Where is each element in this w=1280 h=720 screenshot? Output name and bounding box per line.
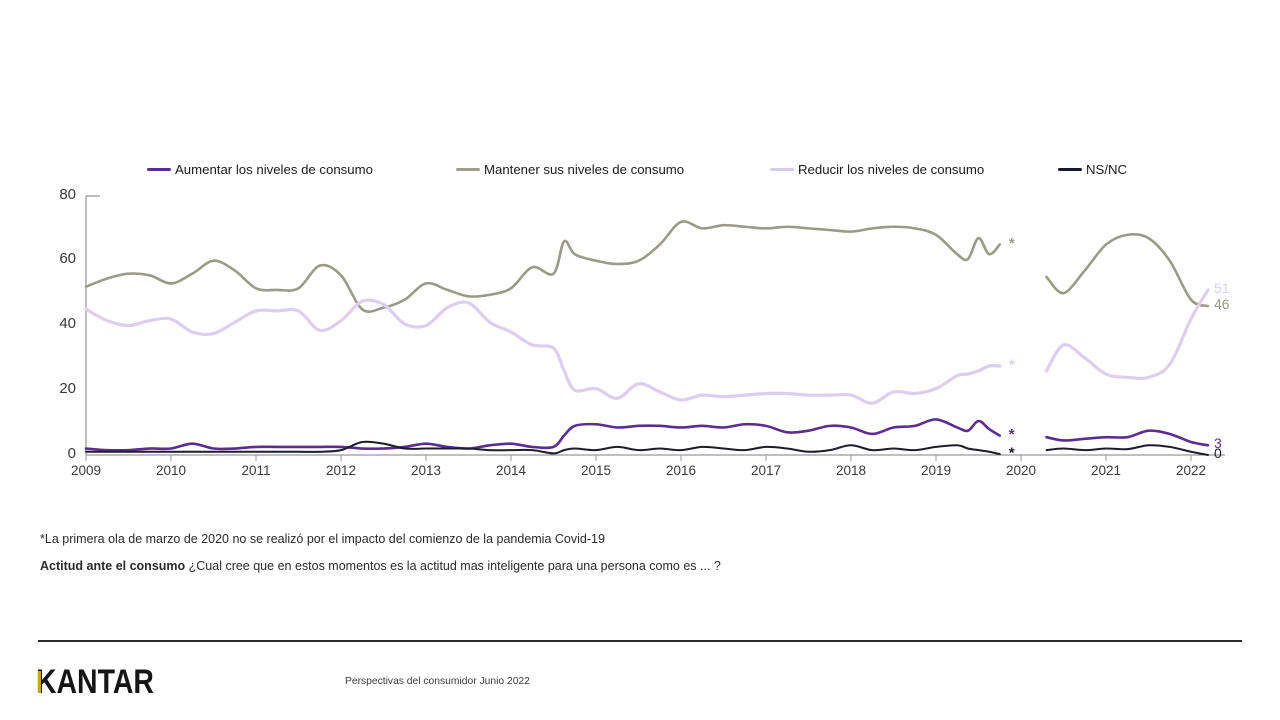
svg-text:*: * xyxy=(1009,426,1015,443)
svg-text:*: * xyxy=(1009,445,1015,462)
svg-text:*: * xyxy=(1009,235,1015,252)
svg-text:*: * xyxy=(1009,357,1015,374)
